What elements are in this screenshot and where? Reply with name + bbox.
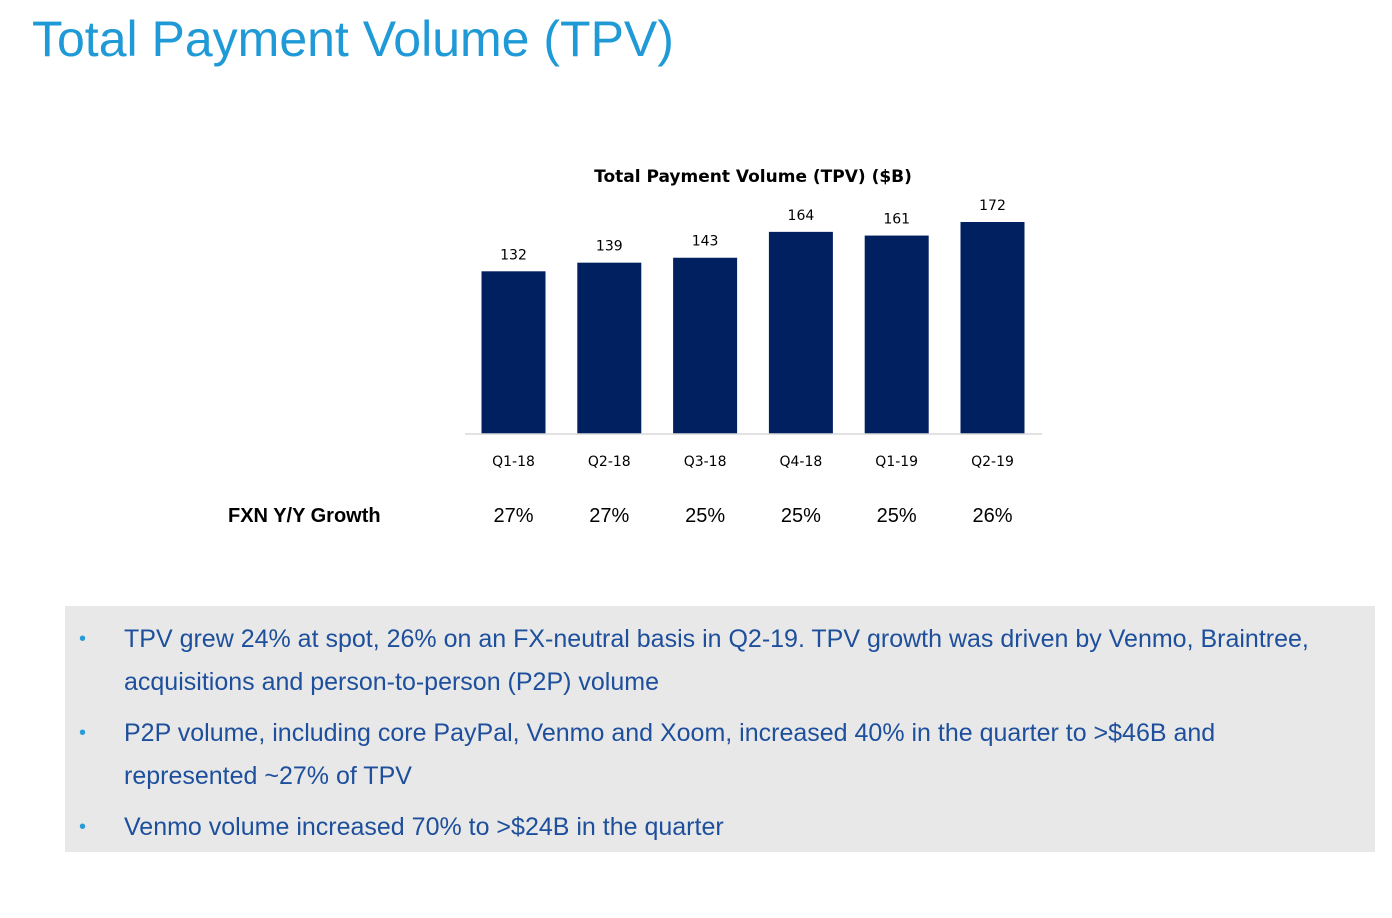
growth-value-q3-18: 25%	[685, 505, 726, 527]
slide-title: Total Payment Volume (TPV)	[32, 11, 674, 67]
notes-panel: • TPV grew 24% at spot, 26% on an FX-neut…	[65, 606, 1375, 852]
growth-value-q1-19: 25%	[876, 505, 917, 527]
bullet-icon: •	[79, 722, 87, 744]
tick-label-q2-19: Q2-19	[971, 454, 1014, 470]
note-text: P2P volume, including core PayPal, Venmo…	[124, 719, 1216, 790]
bar-q4-18	[768, 231, 833, 434]
bar-q2-18	[577, 262, 642, 434]
tick-labels-layer: Q1-18 Q2-18 Q3-18 Q4-18 Q1-19 Q2-19	[492, 454, 1014, 470]
tick-label-q2-18: Q2-18	[588, 454, 631, 470]
tick-label-q4-18: Q4-18	[780, 454, 823, 470]
chart-title: Total Payment Volume (TPV) ($B)	[594, 167, 912, 187]
value-label-q2-19: 172	[979, 198, 1006, 214]
note-text: Venmo volume increased 70% to >$24B in t…	[124, 813, 724, 841]
growth-value-q1-18: 27%	[493, 505, 534, 527]
value-label-q3-18: 143	[692, 234, 719, 250]
value-labels-layer: 132 139 143 164 161 172	[500, 198, 1006, 263]
value-label-q1-19: 161	[883, 212, 910, 228]
bars-layer	[481, 222, 1025, 434]
bar-q3-18	[673, 257, 738, 434]
tick-label-q3-18: Q3-18	[684, 454, 727, 470]
note-text: TPV grew 24% at spot, 26% on an FX-neutr…	[124, 625, 1309, 696]
growth-value-q2-19: 26%	[972, 505, 1013, 527]
note-item-1: • TPV grew 24% at spot, 26% on an FX-neut…	[79, 618, 1355, 704]
value-label-q4-18: 164	[788, 208, 815, 224]
tpv-bar-chart: Total Payment Volume (TPV) ($B) 132 139 14…	[465, 167, 1042, 470]
bullet-icon: •	[79, 628, 87, 650]
tick-label-q1-19: Q1-19	[875, 454, 918, 470]
tick-label-q1-18: Q1-18	[492, 454, 535, 470]
value-label-q2-18: 139	[596, 239, 623, 255]
growth-row-label: FXN Y/Y Growth	[228, 505, 381, 527]
notes-list: • TPV grew 24% at spot, 26% on an FX-neut…	[79, 618, 1355, 849]
bar-q1-18	[481, 271, 546, 434]
note-item-2: • P2P volume, including core PayPal, Venm…	[79, 712, 1355, 798]
bar-q1-19	[864, 235, 929, 434]
note-item-3: • Venmo volume increased 70% to >$24B in …	[79, 806, 1355, 849]
growth-value-q4-18: 25%	[780, 505, 821, 527]
value-label-q1-18: 132	[500, 247, 527, 263]
bar-q2-19	[960, 222, 1025, 434]
bullet-icon: •	[79, 816, 87, 838]
growth-value-q2-18: 27%	[589, 505, 630, 527]
